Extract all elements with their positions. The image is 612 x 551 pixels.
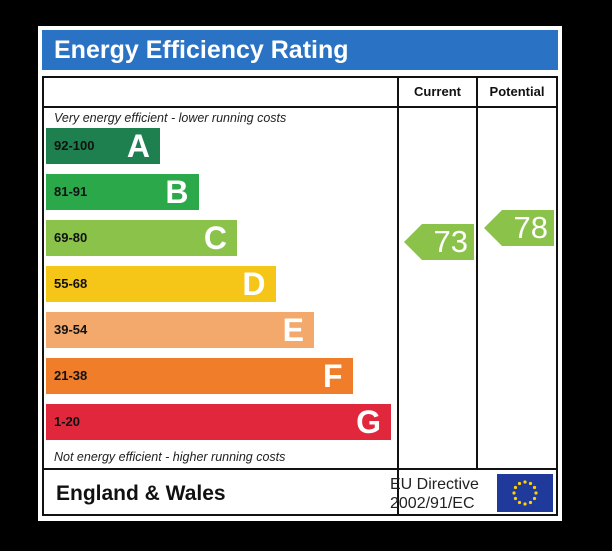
band-d: 55-68 D bbox=[46, 266, 276, 302]
directive-line2: 2002/91/EC bbox=[390, 495, 475, 512]
eu-star bbox=[513, 485, 518, 490]
eu-star bbox=[523, 480, 527, 484]
eu-star bbox=[532, 496, 537, 501]
eu-star bbox=[512, 491, 516, 495]
band-range-label: 21-38 bbox=[54, 368, 88, 383]
eu-directive-text: EU Directive 2002/91/EC bbox=[390, 475, 479, 513]
potential-rating-arrow: 78 bbox=[484, 210, 554, 247]
band-letter-label: D bbox=[242, 266, 266, 302]
top-note: Very energy efficient - lower running co… bbox=[54, 111, 287, 125]
band-range-label: 81-91 bbox=[54, 184, 88, 199]
band-a: 92-100 A bbox=[46, 128, 160, 164]
band-letter-label: B bbox=[165, 174, 189, 210]
region-label: England & Wales bbox=[56, 482, 226, 505]
band-letter-label: A bbox=[126, 128, 150, 164]
band-range-label: 69-80 bbox=[54, 230, 88, 245]
potential-rating-arrow-value: 78 bbox=[513, 210, 548, 246]
eu-flag-icon bbox=[497, 474, 553, 512]
rating-frame: Current Potential Very energy efficient … bbox=[42, 76, 558, 516]
epc-card: Energy Efficiency Rating Current Potenti… bbox=[38, 26, 562, 521]
band-letter-label: G bbox=[356, 404, 381, 440]
band-range-label: 55-68 bbox=[54, 276, 88, 291]
potential-rating-arrow-shape bbox=[484, 210, 554, 247]
band-c: 69-80 C bbox=[46, 220, 237, 256]
eu-star bbox=[523, 502, 527, 506]
current-rating-arrow-value: 73 bbox=[433, 224, 468, 260]
eu-star bbox=[517, 481, 522, 486]
directive-line1: EU Directive bbox=[390, 476, 479, 493]
eu-star bbox=[534, 491, 538, 495]
eu-star bbox=[528, 500, 533, 505]
band-range-label: 1-20 bbox=[54, 414, 81, 429]
chart-title: Energy Efficiency Rating bbox=[42, 30, 558, 70]
current-rating-arrow-shape bbox=[404, 224, 474, 261]
band-letter-label: E bbox=[282, 312, 304, 348]
eu-star bbox=[517, 500, 522, 505]
current-rating-arrow: 73 bbox=[404, 224, 474, 261]
eu-star bbox=[513, 496, 518, 501]
band-e: 39-54 E bbox=[46, 312, 314, 348]
potential-column-header: Potential bbox=[489, 84, 545, 99]
potential-column-divider bbox=[476, 78, 478, 470]
band-g: 1-20 G bbox=[46, 404, 391, 440]
band-range-label: 92-100 bbox=[54, 138, 95, 153]
current-column-divider bbox=[397, 78, 399, 514]
band-b: 81-91 B bbox=[46, 174, 199, 210]
band-range-label: 39-54 bbox=[54, 322, 88, 337]
band-letter-label: F bbox=[322, 358, 343, 394]
current-column-header: Current bbox=[414, 84, 461, 99]
eu-star bbox=[528, 481, 533, 486]
bottom-note: Not energy efficient - higher running co… bbox=[54, 450, 286, 464]
band-f: 21-38 F bbox=[46, 358, 353, 394]
footer-divider bbox=[44, 468, 556, 470]
band-letter-label: C bbox=[203, 220, 227, 256]
header-divider bbox=[44, 106, 556, 108]
eu-star bbox=[532, 485, 537, 490]
